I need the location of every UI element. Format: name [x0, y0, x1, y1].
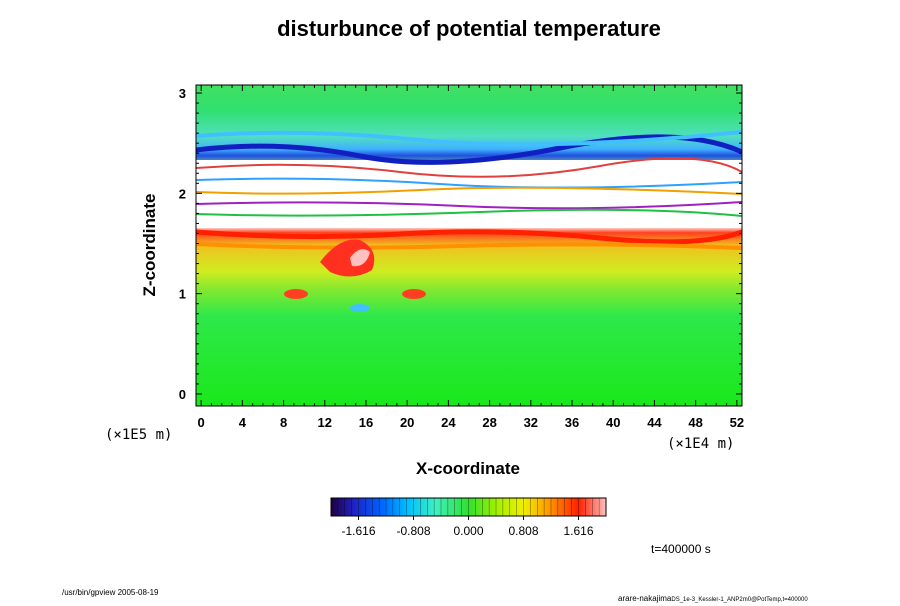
y-tick-label: 1 — [179, 287, 186, 302]
x-tick-label: 36 — [565, 415, 579, 430]
footer-right: arare-nakajimaDS_1e-3_Kessler-1_ANP2m0@P… — [618, 588, 808, 606]
x-tick-label: 20 — [400, 415, 414, 430]
footer-right-user: arare-nakajima — [618, 594, 672, 603]
x-tick-label: 8 — [280, 415, 287, 430]
y-scale-label: (×1E5 m) — [105, 427, 173, 443]
x-scale-label: (×1E4 m) — [667, 436, 735, 452]
colorbar-ticks — [330, 498, 600, 520]
x-tick-label: 16 — [359, 415, 373, 430]
field-detail — [196, 130, 742, 312]
time-label: t=400000 s — [651, 542, 711, 556]
x-tick-label: 32 — [524, 415, 538, 430]
x-axis-label: X-coordinate — [416, 459, 520, 478]
x-tick-label: 24 — [441, 415, 456, 430]
axis-ticks — [196, 85, 742, 406]
colorbar-tick-label: -0.808 — [396, 524, 430, 538]
y-tick-label: 2 — [179, 186, 186, 201]
y-tick-labels: 0 1 2 3 — [179, 86, 186, 402]
footer-right-file: DS_1e-3_Kessler-1_ANP2m0@PotTemp,t=40000… — [671, 597, 808, 603]
colorbar-tick-label: -1.616 — [341, 524, 375, 538]
x-tick-labels: 0 4 8 12 16 20 24 28 32 36 40 44 48 52 — [198, 415, 745, 430]
x-tick-label: 12 — [318, 415, 332, 430]
x-tick-label: 52 — [730, 415, 744, 430]
colorbar-tick-label: 1.616 — [563, 524, 593, 538]
x-tick-label: 4 — [239, 415, 247, 430]
chart-title: disturbunce of potential temperature — [277, 16, 661, 41]
x-tick-label: 48 — [688, 415, 702, 430]
footer-left: /usr/bin/gpview 2005-08-19 — [62, 588, 159, 597]
y-tick-label: 3 — [179, 86, 186, 101]
x-tick-label: 44 — [647, 415, 662, 430]
y-tick-label: 0 — [179, 387, 186, 402]
colorbar-tick-label: 0.808 — [508, 524, 538, 538]
x-tick-label: 28 — [482, 415, 496, 430]
colorbar-tick-label: 0.000 — [453, 524, 483, 538]
x-tick-label: 40 — [606, 415, 620, 430]
x-tick-label: 0 — [198, 415, 205, 430]
y-axis-label: Z-coordinate — [140, 193, 159, 297]
colorbar-labels: -1.616 -0.808 0.000 0.808 1.616 — [341, 524, 593, 538]
